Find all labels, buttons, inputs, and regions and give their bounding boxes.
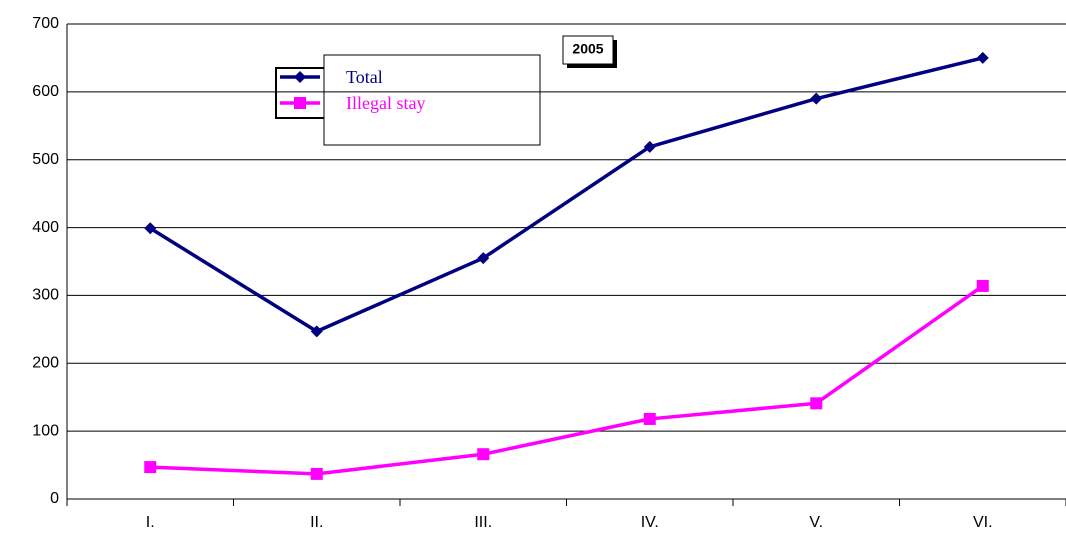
marker <box>810 92 823 105</box>
x-tick-label: V. <box>809 514 823 531</box>
y-tick-label: 200 <box>32 355 59 372</box>
legend-label: Illegal stay <box>346 93 425 113</box>
series-line <box>149 56 984 334</box>
marker <box>976 279 989 292</box>
marker <box>810 397 823 410</box>
x-tick-label: II. <box>310 514 323 531</box>
legend-marker <box>294 97 306 109</box>
y-tick-label: 0 <box>50 490 59 507</box>
marker <box>310 325 323 338</box>
legend-marker <box>294 71 306 83</box>
marker <box>976 51 989 64</box>
y-tick-label: 100 <box>32 422 59 439</box>
marker <box>643 412 656 425</box>
marker <box>144 222 157 235</box>
y-tick-label: 700 <box>32 15 59 32</box>
legend-label: Total <box>346 67 383 87</box>
series-line <box>150 284 984 476</box>
x-tick-label: III. <box>474 514 492 531</box>
y-tick-label: 400 <box>32 219 59 236</box>
marker <box>477 252 490 265</box>
legend-box <box>323 54 541 146</box>
x-tick-label: VI. <box>973 514 993 531</box>
x-tick-label: IV. <box>641 514 659 531</box>
marker <box>477 448 490 461</box>
y-tick-label: 500 <box>32 151 59 168</box>
y-tick-label: 600 <box>32 83 59 100</box>
x-tick-label: I. <box>146 514 155 531</box>
chart-title: 2005 <box>572 41 603 57</box>
title-box <box>562 35 614 65</box>
marker <box>144 461 157 474</box>
y-tick-label: 300 <box>32 287 59 304</box>
marker <box>643 140 656 153</box>
marker <box>310 467 323 480</box>
